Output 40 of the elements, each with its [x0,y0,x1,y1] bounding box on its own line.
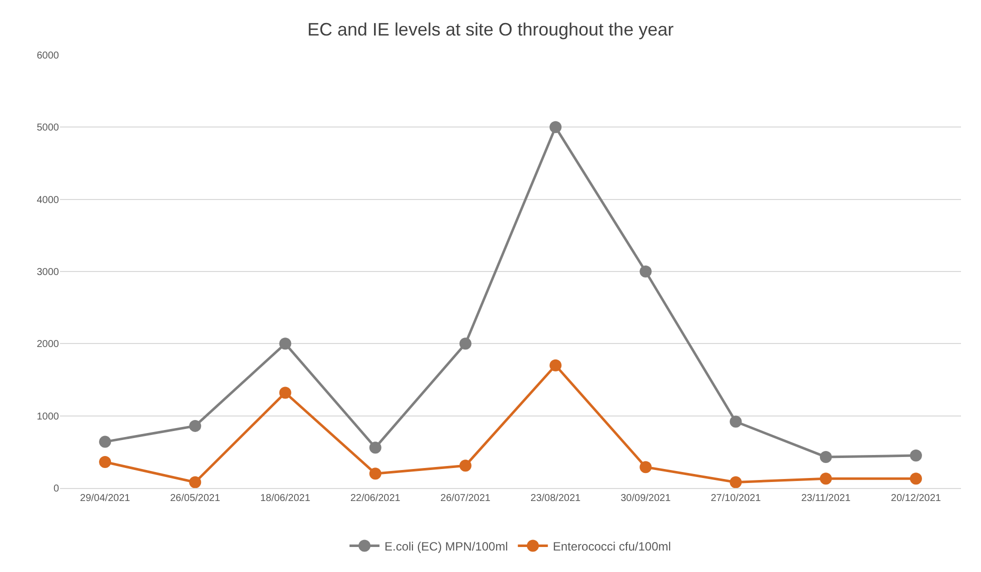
x-tick-label: 27/10/2021 [710,493,762,504]
point [910,472,922,485]
x-tick-label: 22/06/2021 [350,493,401,504]
point [730,476,742,488]
point [189,476,202,488]
point [369,442,382,454]
point [550,359,562,372]
point [459,460,472,472]
x-tick-label: 26/07/2021 [440,493,491,504]
y-tick-label: 5000 [36,122,60,134]
point [459,338,472,350]
point [99,436,112,448]
point [640,266,652,278]
point [279,386,292,399]
y-tick-label: 4000 [36,194,60,206]
x-tick-label: 29/04/2021 [80,493,131,504]
y-tick-label: 1000 [36,411,60,422]
x-tick-label: 18/06/2021 [260,493,311,504]
x-tick-label: 26/05/2021 [170,493,221,504]
point [820,472,832,485]
y-tick-label: 2000 [36,339,60,350]
x-tick-label: 23/11/2021 [801,493,851,504]
point [189,420,202,432]
point [910,450,922,462]
point [279,338,292,350]
chart-title: EC and IE levels at site O throughout the year [307,19,674,40]
legend-label: Enterococci cfu/100ml [552,539,671,554]
y-tick-label: 6000 [36,50,60,62]
x-tick-label: 23/08/2021 [530,493,582,504]
point [640,461,652,474]
point [550,121,562,134]
y-tick-label: 3000 [36,267,60,278]
y-tick-label: 0 [53,484,60,494]
x-tick-label: 20/12/2021 [890,493,942,504]
point [820,450,832,463]
x-tick-label: 30/09/2021 [620,493,672,504]
point [99,456,112,468]
point [730,416,742,428]
point [369,468,382,480]
legend-label: E.coli (EC) MPN/100ml [384,539,508,554]
